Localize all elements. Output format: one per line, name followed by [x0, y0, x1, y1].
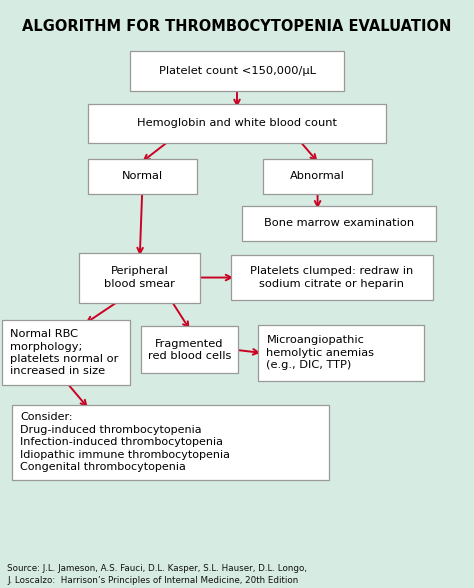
FancyBboxPatch shape	[88, 159, 197, 194]
FancyBboxPatch shape	[130, 51, 344, 91]
FancyBboxPatch shape	[2, 320, 130, 385]
FancyBboxPatch shape	[141, 326, 238, 373]
Text: Abnormal: Abnormal	[290, 171, 345, 182]
FancyBboxPatch shape	[258, 325, 424, 381]
FancyBboxPatch shape	[242, 206, 436, 241]
Text: Normal RBC
morphology;
platelets normal or
increased in size: Normal RBC morphology; platelets normal …	[10, 329, 119, 376]
Text: Platelet count <150,000/μL: Platelet count <150,000/μL	[159, 65, 315, 76]
Text: Normal: Normal	[122, 171, 163, 182]
Text: Consider:
Drug-induced thrombocytopenia
Infection-induced thrombocytopenia
Idiop: Consider: Drug-induced thrombocytopenia …	[20, 412, 230, 472]
Text: ALGORITHM FOR THROMBOCYTOPENIA EVALUATION: ALGORITHM FOR THROMBOCYTOPENIA EVALUATIO…	[22, 19, 452, 34]
Text: Source: J.L. Jameson, A.S. Fauci, D.L. Kasper, S.L. Hauser, D.L. Longo,
J. Losca: Source: J.L. Jameson, A.S. Fauci, D.L. K…	[7, 564, 307, 588]
FancyBboxPatch shape	[12, 405, 329, 480]
Text: Bone marrow examination: Bone marrow examination	[264, 218, 414, 229]
Text: Platelets clumped: redraw in
sodium citrate or heparin: Platelets clumped: redraw in sodium citr…	[250, 266, 413, 289]
Text: Microangiopathic
hemolytic anemias
(e.g., DIC, TTP): Microangiopathic hemolytic anemias (e.g.…	[266, 335, 374, 370]
Text: Hemoglobin and white blood count: Hemoglobin and white blood count	[137, 118, 337, 129]
FancyBboxPatch shape	[231, 255, 432, 299]
FancyBboxPatch shape	[263, 159, 372, 194]
FancyBboxPatch shape	[88, 105, 386, 142]
Text: Fragmented
red blood cells: Fragmented red blood cells	[148, 339, 231, 361]
FancyBboxPatch shape	[79, 253, 200, 302]
Text: Peripheral
blood smear: Peripheral blood smear	[104, 266, 175, 289]
